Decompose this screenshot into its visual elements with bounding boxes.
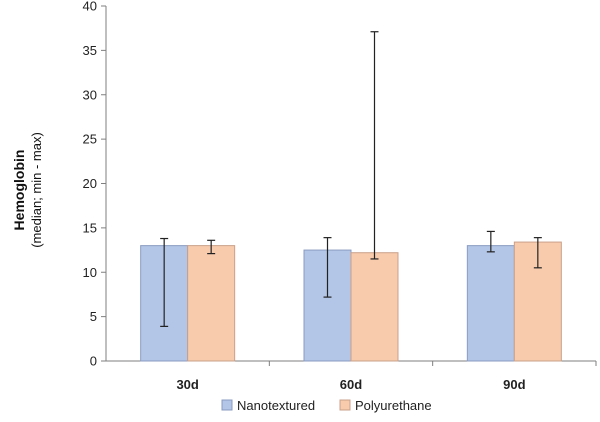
- x-category-label: 30d: [176, 377, 198, 392]
- y-tick-label: 30: [83, 87, 97, 102]
- x-category-label: 60d: [340, 377, 362, 392]
- y-tick-label: 40: [83, 0, 97, 14]
- bars: [140, 241, 562, 362]
- bar-polyurethane-60d: [350, 252, 399, 362]
- legend-swatch-nanotextured: [221, 399, 233, 411]
- y-tick-label: 5: [90, 309, 97, 324]
- legend-label-polyurethane: Polyurethane: [355, 398, 432, 413]
- y-axis-title-main: Hemoglobin: [11, 150, 27, 231]
- legend: Nanotextured Polyurethane: [221, 398, 432, 413]
- y-tick-label: 10: [83, 265, 97, 280]
- y-axis-ticks: 0 5 10 15 20 25 30 35 40: [83, 0, 106, 369]
- bar-nanotextured-90d: [466, 245, 515, 362]
- y-tick-label: 0: [90, 354, 97, 369]
- legend-label-nanotextured: Nanotextured: [237, 398, 315, 413]
- x-axis-category-labels: 30d 60d 90d: [176, 361, 597, 392]
- y-tick-label: 25: [83, 132, 97, 147]
- error-bars: [160, 31, 542, 327]
- y-tick-label: 35: [83, 43, 97, 58]
- y-axis-title-sub: (median; min - max): [29, 132, 44, 248]
- x-category-label: 90d: [503, 377, 525, 392]
- bar-polyurethane-30d: [187, 245, 236, 362]
- y-tick-label: 20: [83, 176, 97, 191]
- y-axis-title: Hemoglobin (median; min - max): [11, 132, 44, 248]
- y-tick-label: 15: [83, 220, 97, 235]
- legend-swatch-polyurethane: [339, 399, 351, 411]
